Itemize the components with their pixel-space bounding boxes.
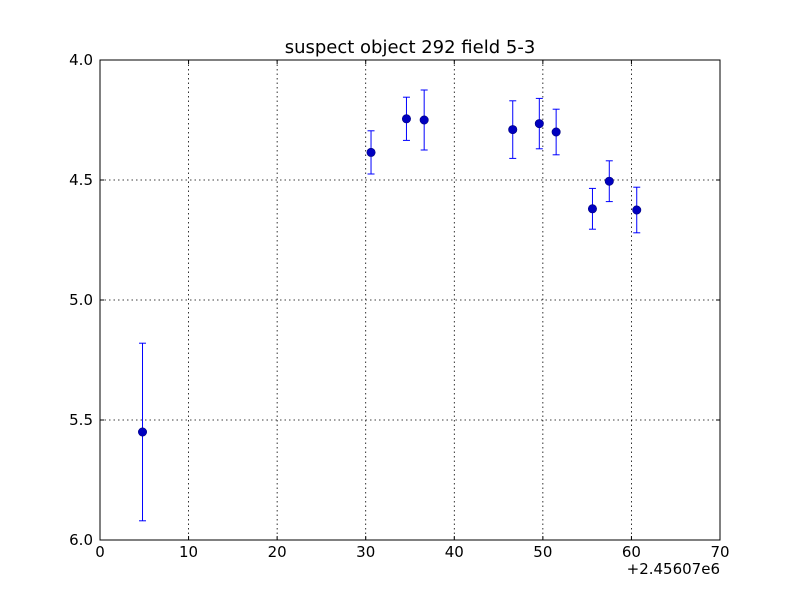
data-point-group <box>632 186 642 234</box>
data-point <box>366 147 376 157</box>
x-tick-label: 50 <box>533 543 552 561</box>
data-point <box>587 204 597 214</box>
y-tick-label: 5.5 <box>69 411 93 429</box>
y-tick-label: 6.0 <box>69 531 93 549</box>
x-tick-label: 0 <box>95 543 105 561</box>
data-point-group <box>419 89 429 151</box>
data-point <box>419 115 429 125</box>
x-tick-label: 60 <box>622 543 641 561</box>
y-tick-label: 5.0 <box>69 291 93 309</box>
x-tick-label: 40 <box>445 543 464 561</box>
grid-lines <box>100 60 720 540</box>
y-tick-label: 4.0 <box>69 51 93 69</box>
data-point <box>138 427 148 437</box>
x-tick-label: 10 <box>179 543 198 561</box>
x-tick-label: 20 <box>268 543 287 561</box>
data-point-group <box>401 96 411 141</box>
y-tick-label: 4.5 <box>69 171 93 189</box>
data-point-group <box>604 160 614 203</box>
x-axis-offset-label: +2.45607e6 <box>627 560 720 578</box>
tick-labels: 0 10 20 30 40 50 60 70 4.0 4.5 5.0 5.5 6.0 <box>69 51 729 561</box>
data-point-group <box>508 100 518 159</box>
data-point <box>508 125 518 135</box>
data-point <box>604 176 614 186</box>
x-tick-label: 70 <box>710 543 729 561</box>
data-point-group <box>587 187 597 230</box>
data-point-group <box>366 130 376 175</box>
chart-title: suspect object 292 field 5-3 <box>285 37 536 58</box>
data-point <box>632 205 642 215</box>
data-point-group <box>138 342 148 522</box>
axis-ticks <box>99 59 721 541</box>
data-point-group <box>534 97 544 150</box>
data-point-group <box>551 108 561 156</box>
data-point <box>401 114 411 124</box>
data-point <box>534 119 544 129</box>
data-series <box>138 89 642 522</box>
x-tick-label: 30 <box>356 543 375 561</box>
data-point <box>551 127 561 137</box>
